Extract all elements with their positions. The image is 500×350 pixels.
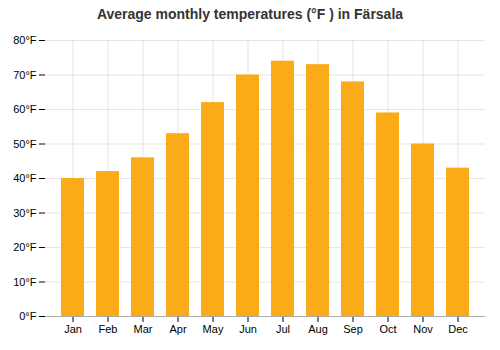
svg-text:May: May: [203, 323, 224, 335]
svg-text:Jan: Jan: [64, 323, 82, 335]
svg-text:Mar: Mar: [134, 323, 153, 335]
svg-text:80°F: 80°F: [13, 34, 37, 46]
svg-text:Feb: Feb: [99, 323, 118, 335]
svg-text:Jun: Jun: [239, 323, 257, 335]
svg-text:Dec: Dec: [448, 323, 468, 335]
svg-text:Oct: Oct: [379, 323, 396, 335]
svg-text:70°F: 70°F: [13, 69, 37, 81]
svg-text:Sep: Sep: [343, 323, 363, 335]
svg-text:50°F: 50°F: [13, 138, 37, 150]
svg-text:Nov: Nov: [413, 323, 433, 335]
svg-text:Aug: Aug: [308, 323, 328, 335]
svg-text:10°F: 10°F: [13, 276, 37, 288]
svg-text:0°F: 0°F: [19, 310, 37, 322]
svg-text:60°F: 60°F: [13, 103, 37, 115]
svg-text:20°F: 20°F: [13, 241, 37, 253]
html-text:Average monthly temperatures (: Average monthly temperatures (°F ) in Fä…: [96, 6, 404, 22]
svg-text:Jul: Jul: [276, 323, 290, 335]
svg-text:30°F: 30°F: [13, 207, 37, 219]
svg-text:Apr: Apr: [169, 323, 186, 335]
svg-text:40°F: 40°F: [13, 172, 37, 184]
